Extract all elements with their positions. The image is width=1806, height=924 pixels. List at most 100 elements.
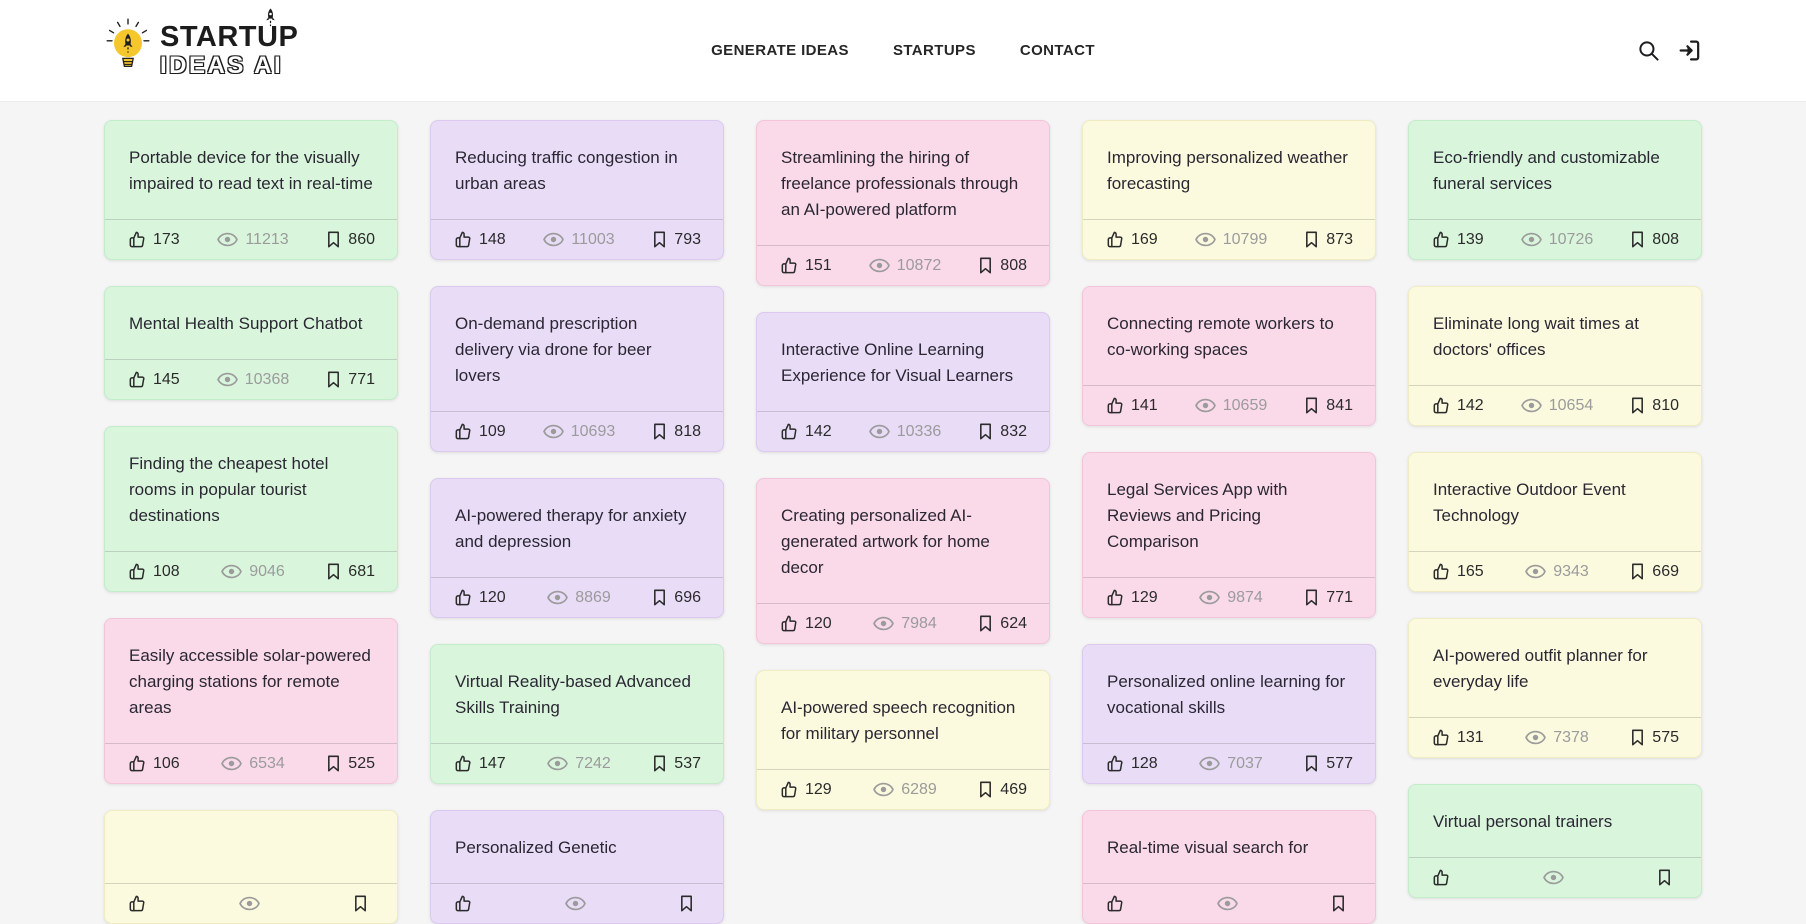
idea-stats: 141 10659 841 xyxy=(1083,385,1375,425)
likes-count: 147 xyxy=(479,754,506,772)
likes-stat[interactable]: 129 xyxy=(1105,588,1158,607)
idea-card[interactable]: On-demand prescription delivery via dron… xyxy=(430,286,724,452)
idea-card[interactable]: Improving personalized weather forecasti… xyxy=(1082,120,1376,260)
bookmarks-stat[interactable]: 525 xyxy=(326,754,375,773)
idea-title: On-demand prescription delivery via dron… xyxy=(455,314,652,385)
bookmarks-stat[interactable]: 681 xyxy=(326,562,375,581)
views-count: 11213 xyxy=(245,230,289,248)
likes-stat[interactable] xyxy=(1431,868,1457,887)
bookmarks-stat[interactable]: 808 xyxy=(1630,230,1679,249)
likes-stat[interactable]: 128 xyxy=(1105,754,1158,773)
idea-card[interactable]: Eco-friendly and customizable funeral se… xyxy=(1408,120,1702,260)
likes-stat[interactable]: 139 xyxy=(1431,230,1484,249)
idea-card[interactable] xyxy=(104,810,398,924)
likes-stat[interactable]: 151 xyxy=(779,256,832,275)
likes-stat[interactable]: 169 xyxy=(1105,230,1158,249)
bookmarks-count: 771 xyxy=(348,370,375,388)
thumbs-up-icon xyxy=(455,231,471,248)
idea-card[interactable]: Easily accessible solar-powered charging… xyxy=(104,618,398,784)
views-count: 9046 xyxy=(249,562,285,580)
idea-card[interactable]: Personalized online learning for vocatio… xyxy=(1082,644,1376,784)
idea-card[interactable]: Virtual personal trainers xyxy=(1408,784,1702,898)
likes-stat[interactable]: 108 xyxy=(127,562,180,581)
idea-stats: 151 10872 808 xyxy=(757,245,1049,285)
bookmarks-stat[interactable]: 669 xyxy=(1630,562,1679,581)
idea-stats: 106 6534 525 xyxy=(105,743,397,783)
views-stat: 11213 xyxy=(217,230,289,249)
likes-stat[interactable]: 109 xyxy=(453,422,506,441)
bookmarks-stat[interactable]: 860 xyxy=(326,230,375,249)
bookmarks-stat[interactable] xyxy=(1331,894,1353,913)
brand-logo[interactable]: STARTUP IDEAS AI xyxy=(104,8,298,85)
likes-stat[interactable] xyxy=(127,894,153,913)
views-stat: 10368 xyxy=(216,371,289,389)
bookmarks-stat[interactable] xyxy=(679,894,701,913)
bookmarks-stat[interactable]: 537 xyxy=(652,754,701,773)
bookmarks-stat[interactable]: 575 xyxy=(1630,728,1679,747)
bookmarks-stat[interactable]: 793 xyxy=(652,230,701,249)
views-stat: 9046 xyxy=(221,563,285,581)
header: STARTUP IDEAS AI GENERATE IDEAS STARTUPS… xyxy=(0,0,1806,102)
idea-card[interactable]: Virtual Reality-based Advanced Skills Tr… xyxy=(430,644,724,784)
likes-stat[interactable]: 165 xyxy=(1431,562,1484,581)
nav-startups[interactable]: STARTUPS xyxy=(892,42,976,59)
bookmarks-stat[interactable]: 696 xyxy=(652,588,701,607)
bookmarks-stat[interactable]: 577 xyxy=(1304,754,1353,773)
bookmarks-stat[interactable]: 771 xyxy=(1304,588,1353,607)
idea-card[interactable]: Personalized Genetic xyxy=(430,810,724,924)
idea-card[interactable]: AI-powered outfit planner for everyday l… xyxy=(1408,618,1702,758)
idea-title: Virtual personal trainers xyxy=(1433,812,1613,831)
nav-generate-ideas[interactable]: GENERATE IDEAS xyxy=(711,42,849,59)
idea-card[interactable]: AI-powered speech recognition for milita… xyxy=(756,670,1050,810)
search-icon[interactable] xyxy=(1636,38,1661,63)
likes-stat[interactable]: 120 xyxy=(779,614,832,633)
idea-card[interactable]: Mental Health Support Chatbot 145 10368 771 xyxy=(104,286,398,400)
bookmark-icon xyxy=(328,371,340,388)
bookmark-icon xyxy=(1632,231,1644,248)
likes-stat[interactable]: 148 xyxy=(453,230,506,249)
idea-card[interactable]: Portable device for the visually impaire… xyxy=(104,120,398,260)
idea-card[interactable]: Interactive Outdoor Event Technology 165 9… xyxy=(1408,452,1702,592)
likes-stat[interactable]: 129 xyxy=(779,780,832,799)
bookmarks-stat[interactable]: 771 xyxy=(326,370,375,389)
likes-stat[interactable]: 142 xyxy=(779,422,832,441)
likes-stat[interactable]: 141 xyxy=(1105,396,1158,415)
idea-card[interactable]: Legal Services App with Reviews and Pric… xyxy=(1082,452,1376,618)
login-icon[interactable] xyxy=(1676,38,1702,63)
idea-card[interactable]: Reducing traffic congestion in urban are… xyxy=(430,120,724,260)
bookmarks-stat[interactable]: 469 xyxy=(978,780,1027,799)
eye-icon xyxy=(1199,590,1221,605)
likes-count: 129 xyxy=(1131,588,1158,606)
likes-stat[interactable]: 145 xyxy=(127,370,180,389)
idea-card[interactable]: AI-powered therapy for anxiety and depre… xyxy=(430,478,724,618)
idea-card[interactable]: Finding the cheapest hotel rooms in popu… xyxy=(104,426,398,592)
idea-card[interactable]: Connecting remote workers to co-working … xyxy=(1082,286,1376,426)
likes-stat[interactable] xyxy=(1105,894,1131,913)
likes-stat[interactable]: 131 xyxy=(1431,728,1484,747)
likes-stat[interactable]: 173 xyxy=(127,230,180,249)
bookmarks-stat[interactable]: 841 xyxy=(1304,396,1353,415)
bookmarks-stat[interactable]: 818 xyxy=(652,422,701,441)
bookmarks-stat[interactable]: 810 xyxy=(1630,396,1679,415)
likes-stat[interactable]: 147 xyxy=(453,754,506,773)
bookmark-icon xyxy=(1306,589,1318,606)
idea-card[interactable]: Creating personalized AI-generated artwo… xyxy=(756,478,1050,644)
views-count: 10659 xyxy=(1222,396,1268,414)
likes-count: 106 xyxy=(153,754,180,772)
bookmarks-stat[interactable] xyxy=(353,894,375,913)
idea-card[interactable]: Eliminate long wait times at doctors' of… xyxy=(1408,286,1702,426)
bookmarks-stat[interactable]: 808 xyxy=(978,256,1027,275)
idea-card[interactable]: Interactive Online Learning Experience f… xyxy=(756,312,1050,452)
bookmarks-stat[interactable]: 873 xyxy=(1304,230,1353,249)
bookmarks-stat[interactable]: 624 xyxy=(978,614,1027,633)
idea-stats: 165 9343 669 xyxy=(1409,551,1701,591)
likes-stat[interactable]: 142 xyxy=(1431,396,1484,415)
bookmarks-stat[interactable] xyxy=(1657,868,1679,887)
likes-stat[interactable] xyxy=(453,894,479,913)
bookmarks-stat[interactable]: 832 xyxy=(978,422,1027,441)
likes-stat[interactable]: 120 xyxy=(453,588,506,607)
idea-card[interactable]: Streamlining the hiring of freelance pro… xyxy=(756,120,1050,286)
likes-stat[interactable]: 106 xyxy=(127,754,180,773)
nav-contact[interactable]: CONTACT xyxy=(1019,42,1095,59)
idea-card[interactable]: Real-time visual search for xyxy=(1082,810,1376,924)
